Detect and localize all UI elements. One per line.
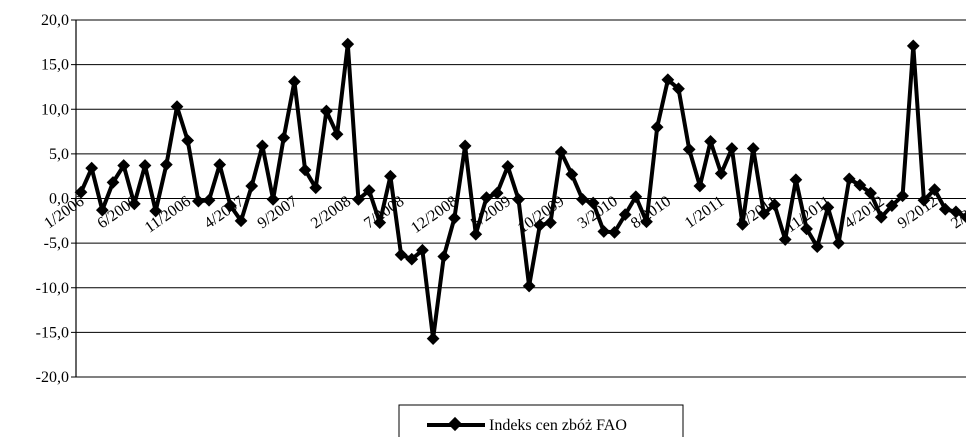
y-tick-label: 5,0	[49, 146, 69, 163]
y-tick-label: -15,0	[36, 324, 69, 341]
data-point	[95, 203, 109, 217]
legend: Indeks cen zbóż FAO	[398, 404, 684, 437]
data-point	[170, 100, 184, 113]
y-tick-label: 15,0	[41, 57, 69, 74]
data-point	[106, 176, 120, 189]
data-point	[256, 139, 269, 153]
data-point	[159, 158, 173, 171]
series-line	[79, 42, 966, 341]
data-point	[362, 184, 376, 197]
data-point	[405, 252, 419, 266]
data-point	[330, 127, 344, 141]
data-point	[650, 120, 664, 134]
y-tick-label: 10,0	[41, 101, 69, 118]
data-point	[437, 250, 451, 263]
data-point	[192, 194, 205, 208]
data-point	[480, 191, 493, 204]
data-point	[224, 199, 237, 213]
data-point	[320, 104, 333, 118]
data-point	[469, 227, 483, 241]
data-point	[352, 193, 365, 206]
data-point	[202, 193, 216, 207]
data-point	[789, 173, 803, 187]
y-tick-label: -10,0	[36, 280, 69, 297]
data-point	[245, 179, 259, 193]
legend-marker	[447, 416, 463, 432]
y-tick-label: 0,0	[49, 191, 69, 208]
data-point	[906, 39, 920, 53]
data-point	[725, 142, 739, 155]
data-point	[458, 139, 472, 153]
data-point	[181, 134, 195, 147]
y-tick-label: 20,0	[41, 12, 69, 29]
data-point	[74, 185, 88, 199]
series-group	[74, 37, 966, 345]
data-point	[85, 161, 99, 175]
data-point	[778, 233, 792, 246]
legend-label: Indeks cen zbóż FAO	[489, 417, 627, 434]
data-point	[565, 168, 579, 181]
data-point	[501, 160, 515, 173]
data-point	[341, 37, 355, 51]
data-point	[298, 163, 312, 177]
y-tick-label: -5,0	[44, 235, 69, 252]
data-point	[213, 158, 227, 171]
data-point	[490, 186, 504, 200]
data-point	[234, 214, 248, 228]
data-point	[576, 193, 589, 206]
data-point	[127, 197, 141, 211]
data-point	[693, 179, 707, 193]
y-axis-ticks: 20,0 15,0 10,0 5,0 0,0 -5,0 -10,0 -15,0 -20,0	[36, 12, 76, 386]
data-point	[288, 75, 301, 88]
data-point	[597, 225, 611, 238]
data-point	[554, 145, 568, 159]
data-point	[373, 216, 387, 229]
y-tick-label: -20,0	[36, 369, 69, 386]
data-point	[522, 279, 536, 293]
data-point	[277, 131, 291, 145]
data-point	[309, 181, 323, 195]
data-point	[746, 142, 760, 155]
data-point	[149, 204, 163, 218]
data-point	[416, 243, 429, 257]
data-point	[266, 193, 280, 206]
data-point	[832, 236, 845, 250]
data-point	[117, 159, 131, 172]
data-point	[512, 193, 525, 206]
legend-box	[398, 404, 684, 437]
data-point	[704, 135, 717, 148]
data-point	[384, 169, 397, 183]
data-point	[138, 159, 152, 172]
data-point	[448, 211, 461, 225]
data-point	[426, 332, 440, 345]
x-tick-label: 11/2006	[142, 193, 194, 237]
data-point	[714, 167, 728, 180]
